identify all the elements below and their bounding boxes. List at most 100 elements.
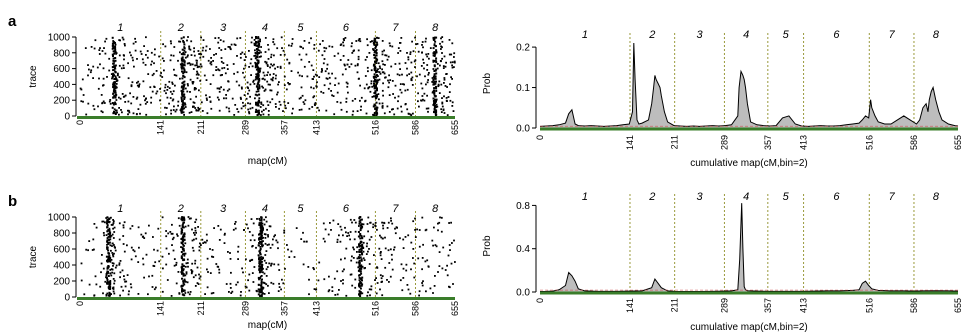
- scatter-point: [191, 271, 193, 273]
- x-tick-label: 413: [311, 120, 321, 135]
- scatter-point: [184, 106, 187, 108]
- scatter-point: [179, 109, 182, 111]
- scatter-point: [114, 85, 117, 88]
- scatter-point: [434, 112, 437, 115]
- scatter-point: [138, 246, 140, 249]
- scatter-point: [302, 47, 304, 50]
- scatter-point: [400, 110, 403, 113]
- scatter-point: [442, 246, 445, 249]
- scatter-point: [273, 43, 276, 46]
- scatter-point: [105, 234, 108, 236]
- scatter-point: [200, 36, 202, 39]
- scatter-point: [317, 49, 320, 52]
- scatter-point: [381, 105, 384, 108]
- scatter-point: [147, 73, 150, 75]
- scatter-point: [451, 61, 454, 64]
- scatter-point: [374, 79, 376, 81]
- scatter-point: [237, 258, 239, 260]
- scatter-point: [182, 226, 184, 229]
- scatter-point: [426, 259, 429, 262]
- scatter-point: [111, 252, 114, 254]
- x-tick-label: 586: [909, 298, 919, 313]
- scatter-point: [328, 76, 331, 79]
- scatter-point: [421, 41, 424, 43]
- scatter-point: [153, 288, 156, 291]
- scatter-point: [173, 258, 176, 260]
- scatter-point: [197, 50, 200, 52]
- scatter-point: [181, 277, 183, 280]
- scatter-point: [412, 257, 414, 259]
- scatter-point: [433, 73, 436, 76]
- scatter-point: [342, 44, 345, 47]
- scatter-point: [258, 85, 261, 88]
- scatter-point: [433, 65, 436, 68]
- scatter-point: [259, 277, 261, 280]
- scatter-point: [337, 52, 340, 55]
- scatter-point: [360, 240, 363, 243]
- scatter-point: [118, 96, 120, 99]
- scatter-point: [413, 276, 416, 279]
- scatter-point: [199, 275, 202, 278]
- scatter-point: [181, 99, 184, 102]
- scatter-point: [180, 251, 183, 253]
- scatter-point: [360, 284, 363, 287]
- scatter-point: [112, 72, 115, 75]
- scatter-point: [375, 109, 378, 112]
- scatter-point: [257, 104, 260, 107]
- scatter-point: [225, 106, 228, 109]
- scatter-point: [92, 77, 94, 79]
- scatter-point: [213, 54, 215, 56]
- scatter-point: [260, 51, 262, 54]
- scatter-point: [181, 248, 184, 251]
- scatter-point: [178, 40, 180, 43]
- scatter-point: [333, 113, 336, 116]
- scatter-point: [313, 268, 315, 271]
- scatter-point: [181, 65, 184, 68]
- scatter-point: [435, 103, 438, 106]
- scatter-point: [240, 107, 243, 110]
- scatter-point: [331, 286, 334, 289]
- scatter-point: [109, 269, 112, 271]
- scatter-point: [359, 84, 361, 87]
- scatter-point: [233, 43, 236, 46]
- scatter-point: [191, 246, 194, 249]
- scatter-point: [372, 64, 375, 67]
- scatter-point: [376, 74, 378, 77]
- scatter-point: [106, 272, 109, 275]
- scatter-point: [123, 275, 125, 277]
- scatter-point: [266, 74, 268, 76]
- scatter-point: [343, 39, 345, 42]
- scatter-point: [183, 254, 186, 257]
- scatter-point: [321, 68, 323, 70]
- scatter-point: [194, 285, 197, 287]
- scatter-point: [407, 234, 410, 237]
- scatter-point: [322, 62, 325, 65]
- scatter-point: [267, 113, 270, 116]
- scatter-point: [113, 108, 116, 111]
- scatter-point: [358, 222, 361, 225]
- scatter-point: [353, 219, 356, 221]
- scatter-point: [190, 40, 193, 43]
- y-tick-label: 600: [53, 245, 70, 256]
- scatter-point: [123, 58, 125, 61]
- scatter-point: [194, 259, 197, 262]
- scatter-point: [135, 113, 138, 116]
- scatter-point: [255, 52, 257, 55]
- scatter-point: [183, 83, 186, 86]
- scatter-point: [276, 47, 279, 50]
- scatter-point: [406, 67, 408, 70]
- x-tick-label: 586: [410, 120, 420, 135]
- scatter-point: [98, 77, 100, 80]
- scatter-point: [434, 40, 437, 43]
- scatter-point: [312, 96, 315, 99]
- scatter-point: [316, 106, 319, 109]
- scatter-point: [399, 42, 401, 44]
- scatter-point: [196, 66, 199, 69]
- scatter-point: [111, 106, 114, 109]
- scatter-point: [111, 268, 114, 271]
- scatter-point: [259, 266, 262, 269]
- scatter-point: [254, 93, 257, 96]
- scatter-point: [102, 67, 105, 70]
- scatter-point: [337, 82, 340, 85]
